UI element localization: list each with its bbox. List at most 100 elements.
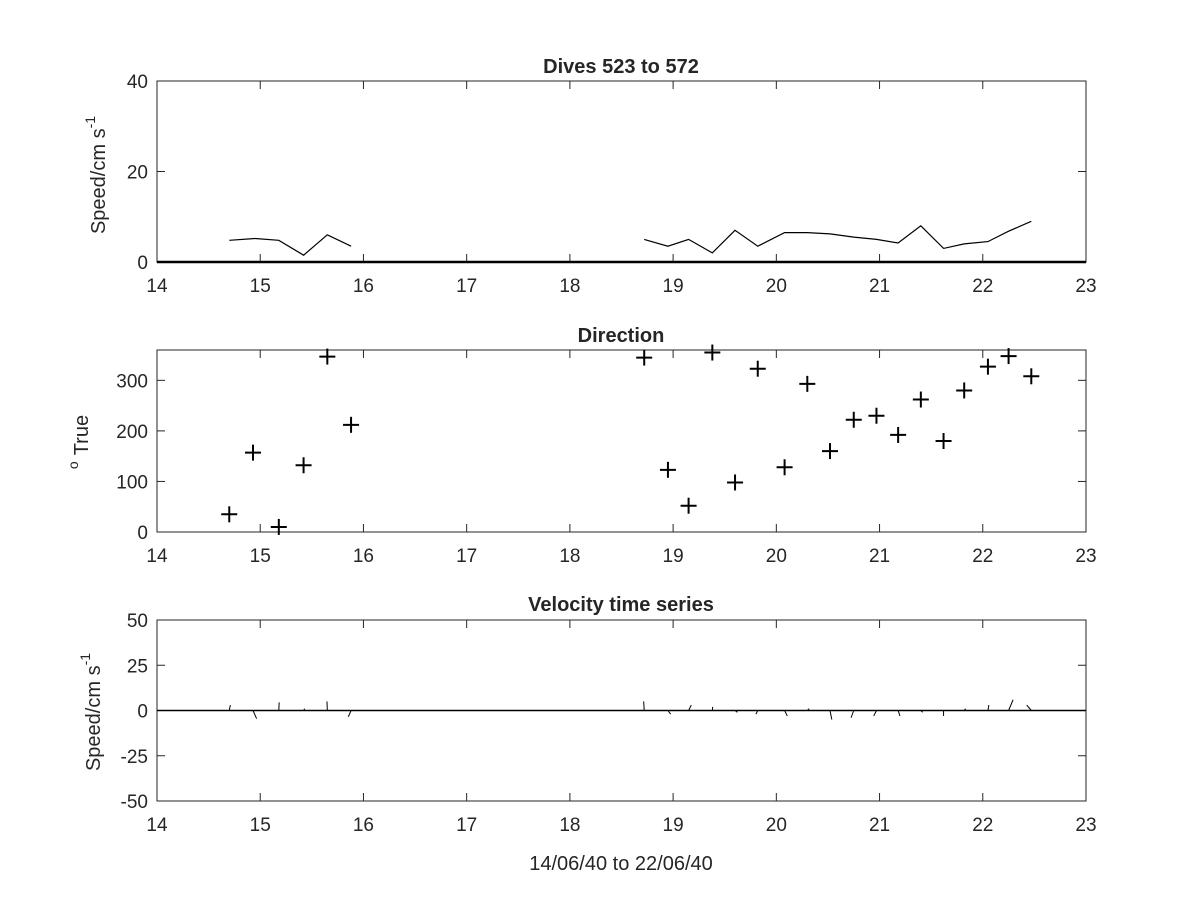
direction-plot: 14 15 16 17 18 19 20 21 22 23 0 100 200 300: [116, 344, 1097, 567]
y-tick-label: 0: [137, 702, 148, 723]
direction-panel-title: Direction: [578, 325, 665, 347]
axes-box: [156, 349, 1087, 533]
direction-point: [822, 443, 839, 460]
x-tick-label: 21: [869, 546, 890, 567]
speed-panel: Dives 523 to 572 14 15 16 17 18 19 20 21 22 23 0 20…: [82, 56, 1097, 297]
velocity-stick: [1008, 699, 1014, 711]
x-tick-label: 18: [559, 546, 580, 567]
y-tick-label: 200: [116, 422, 148, 443]
y-tick-label: 20: [127, 163, 148, 184]
x-tick-label: 18: [559, 815, 580, 836]
x-tick-label: 16: [353, 815, 374, 836]
y-tick-label: 25: [127, 656, 148, 677]
direction-point: [845, 411, 862, 428]
velocity-stick: [347, 710, 352, 718]
direction-point: [319, 348, 336, 365]
direction-point: [636, 349, 653, 366]
x-tick-label: 14: [146, 546, 168, 567]
direction-point: [799, 375, 816, 392]
velocity-stick: [688, 704, 692, 711]
direction-panel: Direction 14 15 16 17 18 19 20 21 22 23 0 100 200 300…: [65, 325, 1097, 567]
x-tick-label: 21: [869, 276, 890, 297]
velocity-stick: [806, 708, 810, 711]
velocity-stick: [734, 710, 738, 713]
velocity-stick: [963, 708, 967, 711]
y-tick-label: -25: [121, 747, 148, 768]
direction-point: [956, 382, 973, 399]
x-tick-label: 17: [456, 276, 477, 297]
direction-point: [979, 358, 996, 375]
y-tick-label: -50: [121, 792, 148, 813]
x-tick-label: 22: [972, 815, 993, 836]
direction-point: [868, 407, 885, 424]
y-tick-label: 50: [127, 611, 148, 632]
velocity-stick: [897, 710, 901, 717]
axes-box: [156, 80, 1087, 263]
x-tick-label: 22: [972, 276, 993, 297]
x-tick-label: 20: [766, 546, 787, 567]
x-tick-label: 23: [1075, 546, 1096, 567]
x-tick-label: 23: [1075, 815, 1096, 836]
direction-point: [343, 416, 360, 433]
velocity-stick: [1026, 704, 1032, 711]
x-tick-label: 15: [250, 276, 271, 297]
x-tick-label: 23: [1075, 276, 1096, 297]
direction-point: [890, 426, 907, 443]
speed-panel-title: Dives 523 to 572: [543, 56, 699, 78]
x-tick-label: 15: [250, 546, 271, 567]
direction-point: [704, 344, 721, 361]
x-tick-label: 19: [663, 546, 684, 567]
velocity-stick: [643, 701, 645, 711]
direction-point: [912, 391, 929, 408]
velocity-stick: [303, 708, 306, 711]
x-tick-label: 16: [353, 276, 374, 297]
velocity-stick: [850, 710, 855, 718]
direction-panel-ylabel: oTrue: [65, 415, 93, 469]
x-tick-label: 14: [146, 815, 168, 836]
y-tick-label: 0: [137, 253, 148, 274]
velocity-stick: [829, 710, 833, 720]
velocity-stick: [228, 704, 231, 711]
direction-point: [295, 457, 312, 474]
velocity-stick: [784, 710, 788, 717]
x-tick-label: 20: [766, 815, 787, 836]
speed-plot: 14 15 16 17 18 19 20 21 22 23 0 20 40: [127, 72, 1097, 297]
x-tick-label: 21: [869, 815, 890, 836]
x-tick-label: 14: [146, 276, 168, 297]
x-tick-label: 15: [250, 815, 271, 836]
velocity-stick: [920, 710, 924, 713]
x-tick-label: 22: [972, 546, 993, 567]
y-tick-label: 300: [116, 371, 148, 392]
velocity-panel-xlabel: 14/06/40 to 22/06/40: [529, 853, 713, 875]
velocity-panel-ylabel: Speed/cm s-1: [77, 653, 105, 771]
velocity-panel-title: Velocity time series: [528, 594, 714, 616]
y-tick-label: 100: [116, 472, 148, 493]
direction-point: [244, 444, 261, 461]
speed-panel-ylabel: Speed/cm s-1: [82, 116, 110, 234]
direction-point: [680, 497, 697, 514]
x-tick-label: 17: [456, 546, 477, 567]
direction-point: [270, 518, 287, 535]
direction-point: [749, 360, 766, 377]
velocity-stick: [987, 704, 990, 711]
x-tick-label: 20: [766, 276, 787, 297]
speed-series-line: [644, 220, 1032, 254]
velocity-panel: Velocity time series 14 15 16 17 18 19 20 21 22 2…: [77, 594, 1097, 875]
direction-point: [1023, 368, 1040, 385]
x-tick-label: 17: [456, 815, 477, 836]
x-tick-label: 19: [663, 815, 684, 836]
direction-point: [776, 459, 793, 476]
velocity-stick: [252, 710, 258, 719]
direction-point: [659, 461, 676, 478]
x-tick-label: 19: [663, 276, 684, 297]
direction-point: [727, 474, 744, 491]
y-tick-label: 40: [127, 72, 148, 93]
direction-point: [221, 506, 238, 523]
direction-point: [935, 433, 952, 449]
x-tick-label: 18: [559, 276, 580, 297]
speed-series-line: [229, 234, 352, 256]
velocity-stick: [873, 710, 877, 717]
velocity-stick: [667, 710, 672, 715]
x-tick-label: 16: [353, 546, 374, 567]
